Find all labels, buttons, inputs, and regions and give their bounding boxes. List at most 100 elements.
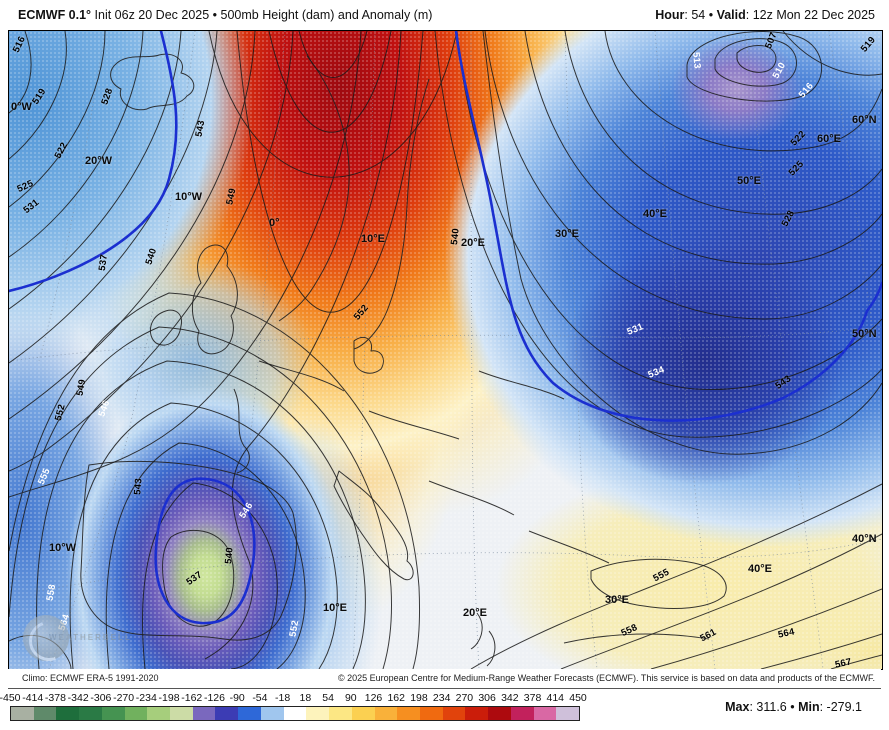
colorbar-cell (147, 707, 171, 720)
contour-label: 567 (834, 656, 853, 670)
max-value: : 311.6 • (749, 700, 799, 714)
colorbar-tick: -414 (22, 692, 44, 704)
geo-label: 0° (269, 217, 280, 229)
colorbar-cell (124, 707, 148, 720)
colorbar-tick: -54 (252, 692, 268, 704)
map-title: ECMWF 0.1° Init 06z 20 Dec 2025 • 500mb … (18, 8, 432, 22)
colorbar-cell (238, 707, 261, 720)
colorbar-cell (488, 707, 511, 720)
geo-label: 20°W (85, 155, 113, 167)
colorbar-cell (351, 707, 375, 720)
hour-value: : 54 • (684, 8, 717, 22)
colorbar-tick: -198 (158, 692, 180, 704)
colorbar-tick: 198 (410, 692, 428, 704)
max-min-readout: Max: 311.6 • Min: -279.1 (725, 700, 862, 714)
colorbar-cell (11, 707, 34, 720)
colorbar-tick: 90 (344, 692, 357, 704)
contour-label: 519 (30, 86, 49, 107)
colorbar-cell (192, 707, 216, 720)
colorbar-cell (374, 707, 398, 720)
copyright-note: © 2025 European Centre for Medium-Range … (337, 673, 875, 683)
title-detail: Init 06z 20 Dec 2025 • 500mb Height (dam… (91, 8, 433, 22)
colorbar-cell (260, 707, 284, 720)
colorbar-tick: 126 (364, 692, 383, 704)
colorbar-tick: -90 (229, 692, 245, 704)
colorbar-tick: 234 (432, 692, 451, 704)
contour-label: 525 (786, 158, 807, 179)
contour-label: 537 (184, 569, 205, 588)
contour-label: 558 (44, 583, 59, 602)
contour-label: 552 (287, 619, 302, 638)
contour-label: 522 (52, 140, 71, 161)
geo-label: 30°E (605, 594, 629, 606)
valid-value: : 12z Mon 22 Dec 2025 (745, 8, 875, 22)
contour-label: 528 (99, 86, 116, 107)
colorbar-tick: -378 (44, 692, 66, 704)
watermark-text: WEATHERBELL (49, 633, 132, 642)
colorbar-tick: 18 (299, 692, 312, 704)
contour-label: 516 (10, 34, 28, 55)
geo-label: 30°E (555, 228, 579, 240)
map-labels-layer: 0°W 20°W 10°W 0° 10°E 20°E 30°E 40°E 50°E 60°E 60°… (9, 31, 882, 669)
colorbar-cell (170, 707, 193, 720)
colorbar-tick: 414 (546, 692, 565, 704)
colorbar-cell (56, 707, 80, 720)
geo-label: 40°E (643, 208, 667, 220)
colorbar-tick: -342 (67, 692, 89, 704)
contour-label: 531 (21, 197, 42, 216)
geo-label: 0°W (11, 101, 32, 113)
geo-label: 10°W (175, 191, 203, 203)
contour-label: 540 (143, 246, 160, 267)
geo-label: 20°E (461, 237, 485, 249)
contour-label: 546 (96, 398, 113, 419)
geo-label: 10°E (323, 602, 347, 614)
geo-label: 60°N (852, 114, 877, 126)
contour-label: 561 (698, 626, 719, 645)
colorbar-cell (465, 707, 489, 720)
model-name: ECMWF 0.1° (18, 8, 92, 22)
contour-label: 525 (15, 177, 36, 196)
valid-time: Hour: 54 • Valid: 12z Mon 22 Dec 2025 (655, 8, 875, 22)
contour-label: 531 (625, 321, 646, 338)
valid-label: Valid (716, 8, 746, 22)
min-label: Min (798, 700, 820, 714)
colorbar-cell (533, 707, 557, 720)
geo-label: 50°E (737, 175, 761, 187)
contour-label: 528 (779, 208, 798, 229)
colorbar-tick: 450 (569, 692, 587, 704)
geo-label: 60°E (817, 133, 841, 145)
contour-label: 537 (96, 253, 110, 272)
colorbar-tick: -234 (135, 692, 157, 704)
colorbar-tick: -126 (203, 692, 225, 704)
geo-label: 40°N (852, 533, 877, 545)
contour-label: 510 (770, 60, 789, 81)
min-value: : -279.1 (819, 700, 862, 714)
geo-label: 40°E (748, 563, 772, 575)
contour-label: 552 (53, 403, 68, 422)
colorbar-tick: -306 (90, 692, 112, 704)
colorbar-tick: -270 (113, 692, 135, 704)
colorbar-cell (510, 707, 534, 720)
header-bar: ECMWF 0.1° Init 06z 20 Dec 2025 • 500mb … (0, 0, 889, 30)
watermark-logo-icon (23, 615, 69, 661)
contour-label: 555 (35, 466, 53, 487)
coastlines (80, 53, 727, 667)
contour-label: 552 (351, 302, 371, 323)
colorbar-tick: 378 (523, 692, 542, 704)
geo-label: 10°E (361, 233, 385, 245)
colorbar-cell (442, 707, 466, 720)
max-label: Max (725, 700, 750, 714)
attribution-bar: Climo: ECMWF ERA-5 1991-2020 © 2025 Euro… (8, 669, 881, 689)
contour-label: 555 (651, 566, 672, 585)
colorbar-tick: -162 (181, 692, 203, 704)
colorbar-cell (397, 707, 420, 720)
colorbar-cell (33, 707, 57, 720)
colorbar-cell (283, 707, 307, 720)
anomaly-colorbar: -450 -414 -378 -342 -306 -270 -234 -198 -162 -126… (0, 692, 610, 728)
contour-label: 540 (223, 546, 236, 565)
contour-label: 540 (449, 227, 462, 246)
map-canvas: 0°W 20°W 10°W 0° 10°E 20°E 30°E 40°E 50°E 60°E 60°… (8, 30, 883, 670)
geo-label: 20°E (463, 607, 487, 619)
colorbar-tick: 162 (387, 692, 405, 704)
